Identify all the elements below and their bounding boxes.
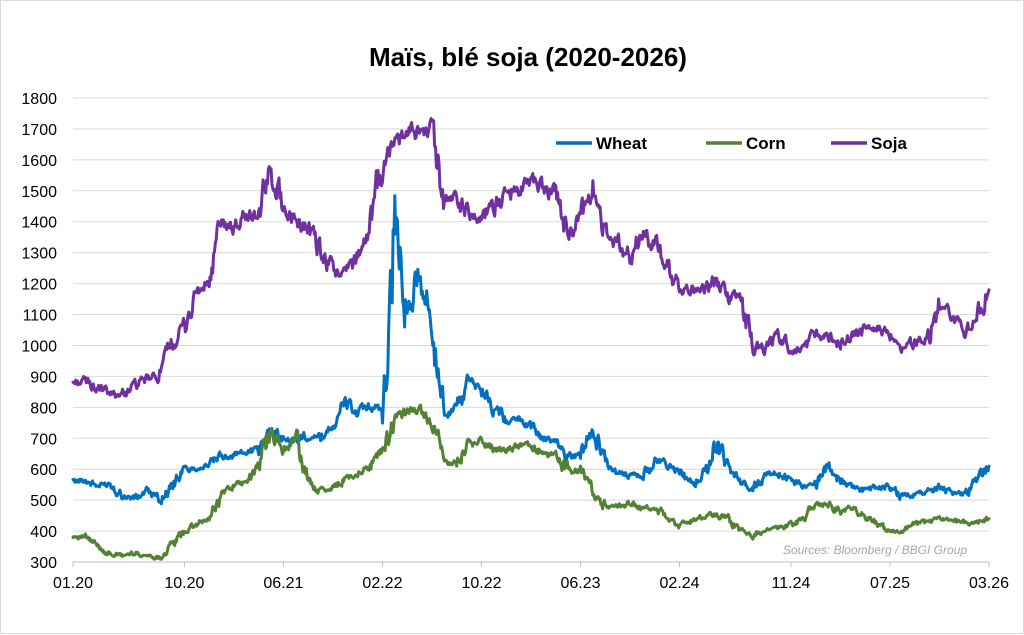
y-tick-label: 1400 (21, 215, 57, 232)
y-tick-label: 1800 (21, 91, 57, 108)
legend: Wheat Corn Soja (556, 134, 907, 153)
gridlines (73, 97, 989, 563)
source-note: Sources: Bloomberg / BBGI Group (783, 543, 967, 557)
x-tick-label: 11.24 (772, 575, 811, 592)
x-tick-label: 02.24 (660, 575, 700, 592)
y-tick-label: 1700 (21, 122, 57, 139)
chart-title: Maïs, blé soja (2020-2026) (369, 42, 687, 72)
series-line-soja (71, 117, 991, 399)
y-tick-label: 1000 (21, 338, 57, 355)
y-tick-label: 800 (30, 400, 57, 417)
x-tick-label: 06.23 (560, 575, 600, 592)
y-tick-label: 1300 (21, 246, 57, 263)
y-tick-label: 500 (30, 493, 57, 510)
y-tick-label: 1200 (21, 277, 57, 294)
x-axis-ticks: 01.20 10.20 06.21 02.22 10.22 06.23 02.24 11.24… (53, 562, 1009, 592)
y-tick-label: 300 (30, 555, 57, 572)
legend-label: Soja (871, 134, 907, 153)
y-tick-label: 900 (30, 369, 57, 386)
y-tick-label: 700 (30, 431, 57, 448)
y-tick-label: 400 (30, 524, 57, 541)
x-tick-label: 03.26 (969, 575, 1009, 592)
legend-label: Wheat (596, 134, 647, 153)
series-lines (71, 117, 991, 561)
y-tick-label: 600 (30, 462, 57, 479)
y-axis-ticks: 300 400 500 600 700 800 900 1000 1100 1200 1300 140… (21, 91, 57, 572)
y-tick-label: 1600 (21, 153, 57, 170)
y-tick-label: 1500 (21, 184, 57, 201)
y-tick-label: 1100 (23, 308, 58, 325)
x-tick-label: 06.21 (263, 575, 303, 592)
x-tick-label: 02.22 (362, 575, 402, 592)
series-line-corn (71, 403, 991, 561)
x-tick-label: 07.25 (870, 575, 910, 592)
series-line-wheat (71, 194, 991, 506)
x-tick-label: 01.20 (53, 575, 93, 592)
legend-label: Corn (746, 134, 786, 153)
x-tick-label: 10.22 (461, 575, 501, 592)
x-tick-label: 10.20 (164, 575, 204, 592)
